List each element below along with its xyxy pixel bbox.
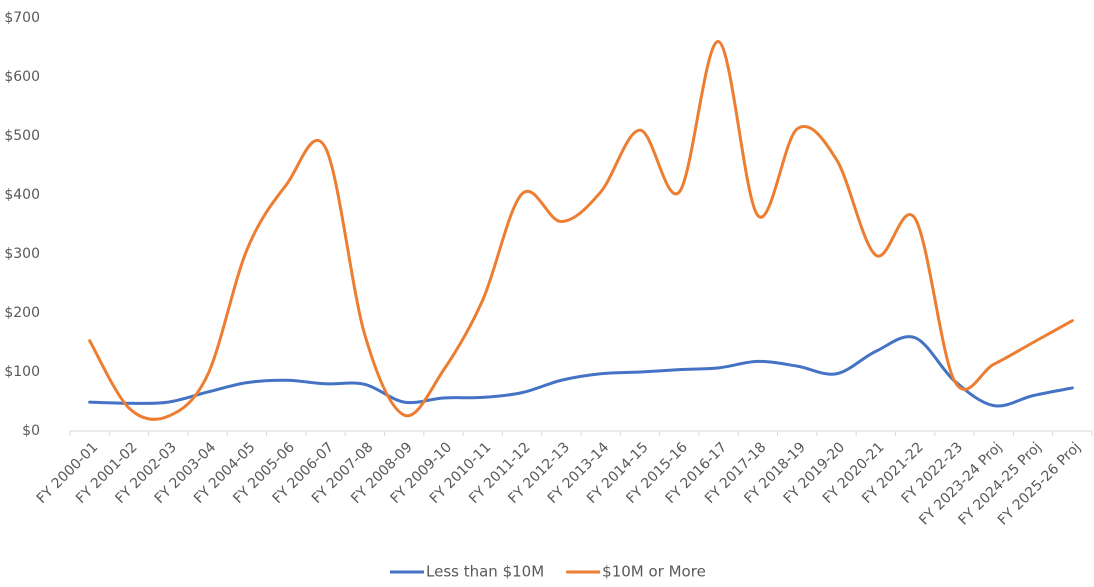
y-tick-label: $0 bbox=[22, 423, 40, 439]
y-tick-label: $500 bbox=[4, 128, 40, 144]
y-tick-label: $200 bbox=[4, 305, 40, 321]
y-tick-label: $400 bbox=[4, 187, 40, 203]
y-tick-label: $700 bbox=[4, 10, 40, 26]
legend-label: Less than $10M bbox=[426, 563, 544, 581]
line-series bbox=[88, 335, 1074, 408]
y-tick-label: $600 bbox=[4, 69, 40, 85]
legend-label: $10M or More bbox=[602, 563, 706, 581]
y-tick-label: $100 bbox=[4, 364, 40, 380]
y-tick-label: $300 bbox=[4, 246, 40, 262]
line-series bbox=[88, 40, 1074, 421]
